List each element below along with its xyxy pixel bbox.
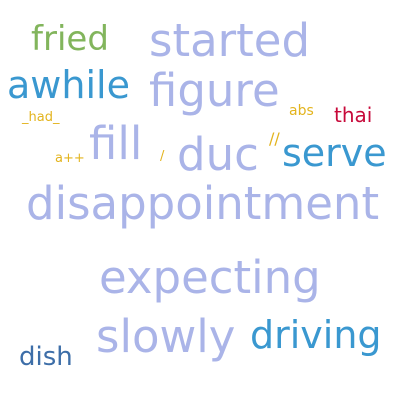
word-fill: fill: [89, 117, 143, 170]
word-serve: serve: [282, 131, 387, 175]
word-had: _had_: [22, 110, 60, 125]
word-a-plus-plus: a++: [55, 151, 85, 166]
word-expecting: expecting: [99, 251, 321, 304]
word-disappointment: disappointment: [26, 177, 380, 230]
word-dish: dish: [19, 342, 73, 372]
word-driving: driving: [250, 313, 382, 357]
word-figure: figure: [149, 64, 280, 117]
word-slowly: slowly: [96, 310, 236, 363]
word-thai: thai: [334, 103, 373, 127]
word-abs: abs: [289, 103, 314, 119]
word-fried: fried: [31, 19, 109, 59]
word-double-slash: //: [269, 129, 280, 148]
word-awhile: awhile: [7, 63, 130, 107]
word-started: started: [149, 14, 311, 67]
word-slash: /: [160, 149, 165, 164]
word-duc: duc: [177, 128, 259, 181]
